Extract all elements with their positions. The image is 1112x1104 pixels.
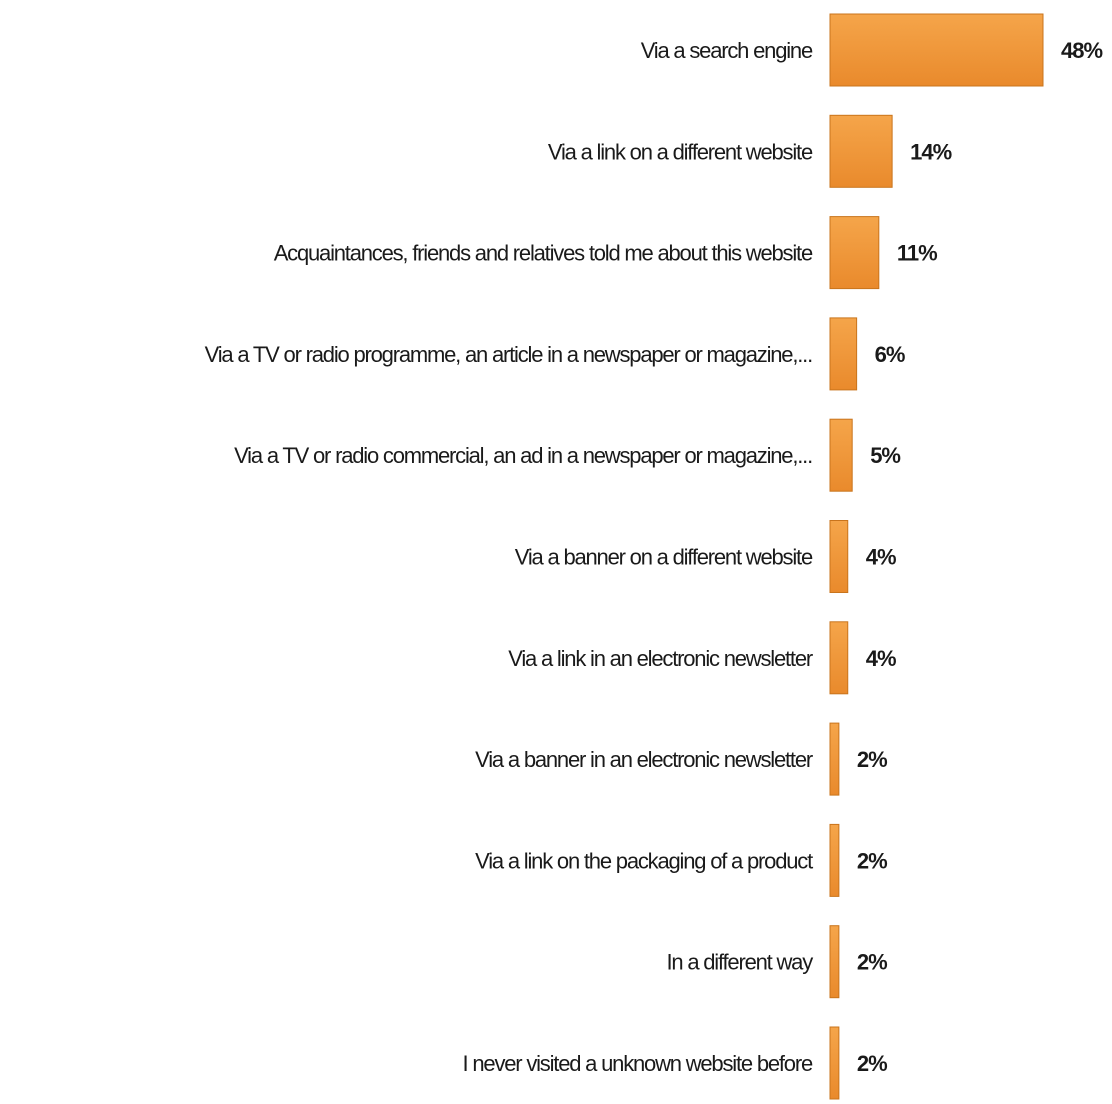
- category-label: In a different way: [666, 950, 813, 975]
- bar: [829, 418, 853, 492]
- bar: [829, 13, 1044, 87]
- value-label: 5%: [870, 443, 900, 468]
- value-label: 4%: [866, 646, 896, 671]
- value-label: 48%: [1061, 38, 1102, 63]
- value-label: 2%: [857, 747, 887, 772]
- category-label: Via a TV or radio commercial, an ad in a…: [234, 443, 812, 468]
- value-labels: 48% 14% 11% 6% 5% 4% 4% 2% 2% 2% 2%: [857, 38, 1104, 1076]
- category-label: Via a link on the packaging of a product: [475, 848, 813, 873]
- value-label: 2%: [857, 950, 887, 975]
- bar: [829, 925, 840, 999]
- category-label: Via a banner on a different website: [515, 545, 813, 570]
- value-label: 2%: [857, 848, 887, 873]
- value-label: 11%: [897, 241, 937, 266]
- value-label: 4%: [866, 545, 896, 570]
- value-label: 6%: [875, 342, 905, 367]
- bars-layer: [829, 13, 1044, 1100]
- category-label: Via a TV or radio programme, an article …: [205, 342, 812, 367]
- bar: [829, 1026, 840, 1100]
- bar: [829, 621, 849, 695]
- category-label: Via a banner in an electronic newsletter: [475, 747, 813, 772]
- category-label: Via a link in an electronic newsletter: [508, 646, 813, 671]
- category-label: I never visited a unknown website before: [463, 1051, 813, 1076]
- bar: [829, 114, 893, 188]
- category-labels: Via a search engine Via a link on a diffe…: [205, 38, 815, 1076]
- bar: [829, 722, 840, 796]
- value-label: 2%: [857, 1051, 887, 1076]
- category-label: Via a search engine: [641, 38, 813, 63]
- value-label: 14%: [910, 139, 951, 164]
- bar: [829, 216, 880, 290]
- bar: [829, 823, 840, 897]
- bar: [829, 520, 849, 593]
- category-label: Acquaintances, friends and relatives tol…: [274, 241, 813, 266]
- category-label: Via a link on a different website: [548, 139, 813, 164]
- bar: [829, 317, 858, 391]
